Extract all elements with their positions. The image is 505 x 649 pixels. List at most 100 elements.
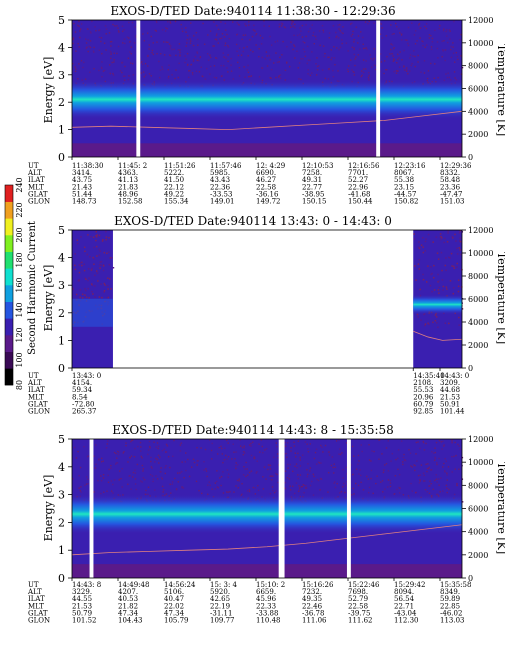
noise-speck [152, 42, 154, 44]
noise-speck [387, 470, 390, 472]
noise-speck [269, 35, 271, 38]
noise-speck [98, 459, 100, 461]
noise-speck [130, 439, 133, 442]
noise-speck [442, 50, 444, 52]
noise-speck [292, 470, 294, 473]
noise-speck [243, 447, 246, 449]
noise-speck [216, 486, 218, 488]
noise-speck [393, 70, 395, 73]
noise-speck [252, 441, 254, 443]
noise-speck [396, 25, 398, 28]
noise-speck [261, 67, 264, 69]
noise-speck [419, 37, 421, 39]
y-tick-label: 1 [58, 334, 65, 347]
noise-speck [398, 66, 401, 68]
noise-speck [380, 481, 382, 483]
noise-speck [343, 482, 345, 485]
noise-speck [378, 439, 380, 441]
noise-speck [279, 74, 282, 76]
noise-speck [301, 24, 304, 27]
y2-tick-label: 12000 [468, 435, 493, 444]
noise-speck [357, 35, 360, 37]
y2-tick-label: 0 [468, 574, 473, 583]
y2-tick-label: 10000 [468, 458, 493, 467]
noise-speck [291, 21, 293, 24]
energy-band [72, 79, 462, 120]
noise-speck [78, 271, 81, 274]
noise-speck [446, 474, 448, 476]
noise-speck [212, 21, 215, 23]
noise-speck [162, 68, 164, 70]
noise-speck [304, 441, 307, 443]
noise-speck [108, 251, 110, 253]
noise-speck [255, 472, 257, 474]
noise-speck [425, 27, 428, 30]
y2-tick-label: 2000 [468, 551, 488, 560]
noise-speck [258, 47, 260, 50]
noise-speck [453, 455, 455, 458]
noise-speck [270, 475, 272, 477]
noise-speck [300, 30, 302, 32]
noise-speck [299, 459, 302, 461]
noise-speck [236, 479, 239, 482]
noise-speck [337, 70, 339, 72]
noise-speck [192, 44, 195, 47]
noise-speck [223, 65, 225, 67]
colorbar-cell [5, 368, 13, 386]
noise-speck [107, 474, 109, 477]
noise-speck [203, 43, 206, 45]
noise-speck [372, 59, 374, 61]
noise-speck [103, 291, 105, 293]
noise-speck [93, 263, 95, 265]
noise-speck [444, 457, 446, 460]
noise-speck [72, 37, 75, 39]
noise-speck [454, 77, 456, 79]
noise-speck [110, 40, 113, 43]
noise-speck [85, 38, 87, 40]
noise-speck [213, 76, 216, 79]
noise-speck [269, 464, 272, 467]
noise-speck [78, 63, 80, 65]
noise-speck [444, 237, 446, 240]
noise-speck [459, 230, 461, 232]
noise-speck [302, 41, 304, 43]
noise-speck [413, 233, 415, 235]
noise-speck [134, 483, 137, 485]
noise-speck [96, 272, 99, 274]
noise-speck [121, 486, 123, 488]
noise-speck [347, 70, 349, 73]
noise-speck [223, 36, 226, 38]
noise-speck [379, 53, 382, 55]
noise-speck [305, 487, 307, 489]
noise-speck [90, 235, 92, 238]
noise-speck [279, 56, 281, 59]
orbit-cell: 6659. [256, 588, 276, 596]
noise-speck [74, 70, 77, 73]
noise-speck [84, 78, 87, 80]
orbit-row-label: ALT [27, 379, 42, 387]
noise-speck [79, 489, 81, 492]
noise-speck [164, 466, 166, 469]
noise-speck [254, 493, 257, 495]
colorbar-cell [5, 285, 13, 302]
noise-speck [169, 55, 172, 57]
noise-speck [230, 70, 233, 72]
noise-speck [420, 319, 422, 321]
noise-speck [288, 65, 291, 68]
noise-speck [441, 269, 443, 272]
noise-speck [187, 63, 189, 66]
noise-speck [241, 446, 244, 449]
noise-speck [430, 482, 432, 485]
noise-speck [98, 296, 101, 298]
noise-speck [137, 445, 139, 448]
noise-speck [362, 47, 365, 50]
noise-speck [262, 476, 264, 478]
noise-speck [88, 297, 90, 299]
noise-speck [91, 267, 93, 270]
noise-speck [398, 28, 400, 30]
noise-speck [332, 466, 334, 469]
colorbar-cell [5, 218, 13, 236]
noise-speck [330, 464, 333, 467]
noise-speck [239, 445, 242, 447]
noise-speck [427, 485, 430, 487]
